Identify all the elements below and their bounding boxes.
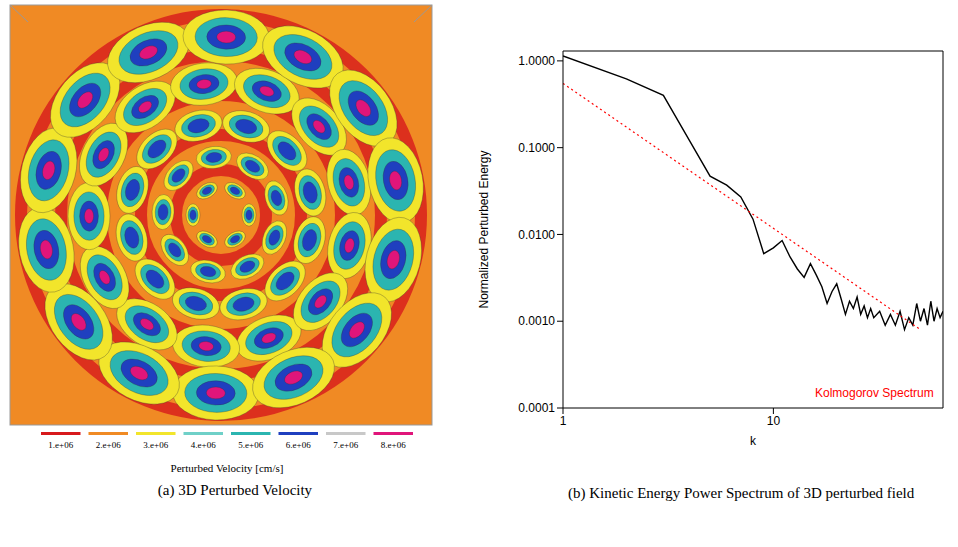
svg-text:Normalized Perturbed Energy: Normalized Perturbed Energy <box>477 150 491 308</box>
svg-text:0.0010: 0.0010 <box>518 314 555 328</box>
html-text:Kolmogorov Spectrum: Kolmogorov Spectrum <box>815 386 934 400</box>
svg-text:2.e+06: 2.e+06 <box>96 440 121 450</box>
svg-text:1: 1 <box>560 414 567 428</box>
html-text:(a) 3D Perturbed Velocity: (a) 3D Perturbed Velocity <box>157 482 313 498</box>
svg-text:0.1000: 0.1000 <box>518 141 555 155</box>
svg-text:7.e+06: 7.e+06 <box>333 440 358 450</box>
svg-text:4.e+06: 4.e+06 <box>191 440 216 450</box>
svg-text:k: k <box>750 434 757 448</box>
svg-text:6.e+06: 6.e+06 <box>286 440 311 450</box>
svg-text:1.e+06: 1.e+06 <box>48 440 73 450</box>
svg-text:0.0100: 0.0100 <box>518 228 555 242</box>
html-text:(b) Kinetic Energy Power Spect: (b) Kinetic Energy Power Spectrum of 3D … <box>568 485 915 501</box>
svg-text:1.0000: 1.0000 <box>518 54 555 68</box>
svg-text:10: 10 <box>767 414 781 428</box>
svg-text:5.e+06: 5.e+06 <box>238 440 263 450</box>
svg-text:8.e+06: 8.e+06 <box>381 440 406 450</box>
svg-text:3.e+06: 3.e+06 <box>143 440 168 450</box>
svg-text:0.0001: 0.0001 <box>518 401 555 415</box>
svg-text:Perturbed Velocity [cm/s]: Perturbed Velocity [cm/s] <box>171 462 284 474</box>
